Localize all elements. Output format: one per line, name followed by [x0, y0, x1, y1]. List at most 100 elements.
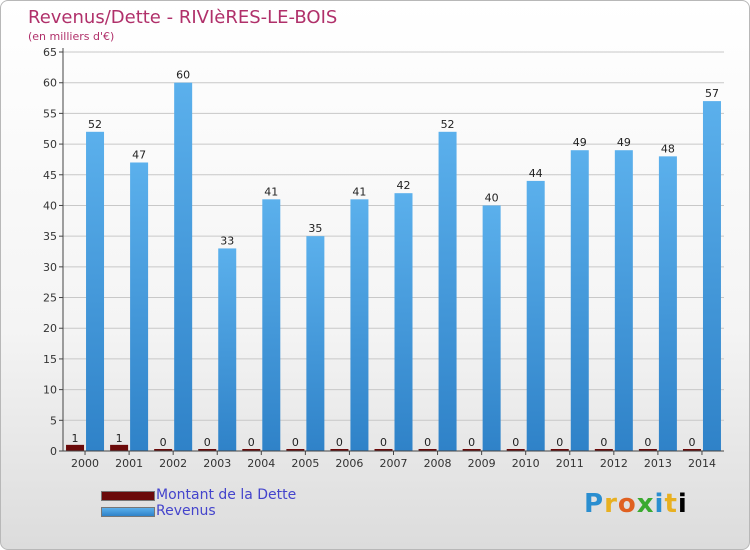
y-tick-label: 55 — [43, 107, 57, 120]
chart-title: Revenus/Dette - RIVIèRES-LE-BOIS — [28, 7, 338, 28]
data-label-debt-2004: 0 — [248, 436, 255, 449]
x-tick-label-2014: 2014 — [688, 457, 716, 470]
x-tick-label-2006: 2006 — [335, 457, 363, 470]
bar-revenue-2007 — [394, 193, 413, 451]
data-label-debt-2006: 0 — [336, 436, 343, 449]
x-tick-label-2004: 2004 — [247, 457, 275, 470]
data-label-revenue-2007: 42 — [397, 179, 411, 192]
bar-revenue-2013 — [658, 156, 677, 451]
bar-revenue-2010 — [526, 180, 545, 451]
bar-revenue-2003 — [218, 248, 237, 451]
gridlines — [63, 51, 724, 421]
y-axis-ticks: 0 5 10 15 20 25 30 35 40 45 50 55 60 65 — [43, 46, 63, 458]
bar-debt-2011 — [550, 449, 569, 451]
data-label-revenue-2014: 57 — [705, 87, 719, 100]
x-tick-label-2003: 2003 — [203, 457, 231, 470]
data-label-revenue-2003: 33 — [220, 234, 234, 247]
y-tick-label: 15 — [43, 353, 57, 366]
legend-label-debt: Montant de la Dette — [156, 487, 297, 503]
legend-swatch-debt — [101, 491, 155, 501]
bar-revenue-2012 — [614, 150, 633, 451]
data-label-revenue-2001: 47 — [132, 148, 146, 161]
bar-revenue-2014 — [702, 101, 721, 451]
data-label-debt-2000: 1 — [72, 432, 79, 445]
x-tick-label-2007: 2007 — [380, 457, 408, 470]
data-label-debt-2002: 0 — [160, 436, 167, 449]
bar-debt-2013 — [638, 449, 657, 451]
y-tick-label: 25 — [43, 292, 57, 305]
y-tick-label: 5 — [50, 414, 57, 427]
data-label-debt-2009: 0 — [468, 436, 475, 449]
bar-revenue-2009 — [482, 205, 501, 451]
bar-debt-2006 — [330, 449, 349, 451]
bar-revenue-2000 — [86, 131, 105, 452]
data-label-revenue-2009: 40 — [485, 191, 499, 204]
y-tick-label: 0 — [50, 445, 57, 458]
x-tick-label-2005: 2005 — [291, 457, 319, 470]
x-tick-label-2002: 2002 — [159, 457, 187, 470]
x-tick-label-2009: 2009 — [468, 457, 496, 470]
bar-debt-2008 — [418, 449, 437, 451]
x-tick-label-2000: 2000 — [71, 457, 99, 470]
y-tick-label: 20 — [43, 322, 57, 335]
bar-revenue-2004 — [262, 199, 281, 451]
bar-revenue-2011 — [570, 150, 589, 451]
data-label-revenue-2010: 44 — [529, 167, 543, 180]
bar-debt-2005 — [286, 449, 305, 451]
bar-revenue-2002 — [174, 82, 193, 451]
y-tick-label: 45 — [43, 169, 57, 182]
bar-debt-2009 — [462, 449, 481, 451]
data-label-revenue-2002: 60 — [176, 69, 190, 82]
y-tick-label: 40 — [43, 199, 57, 212]
x-tick-label-2012: 2012 — [600, 457, 628, 470]
legend-label-revenue: Revenus — [156, 503, 216, 519]
bar-debt-2000 — [66, 444, 85, 451]
legend-swatch-revenue — [101, 507, 155, 517]
data-label-revenue-2000: 52 — [88, 118, 102, 131]
data-label-debt-2010: 0 — [512, 436, 519, 449]
data-label-revenue-2004: 41 — [264, 185, 278, 198]
bar-revenue-2006 — [350, 199, 369, 451]
proxiti-logo: Proxiti — [584, 489, 688, 519]
y-tick-label: 10 — [43, 384, 57, 397]
x-tick-label-2001: 2001 — [115, 457, 143, 470]
chart-subtitle: (en milliers d'€) — [28, 30, 115, 43]
data-label-debt-2013: 0 — [644, 436, 651, 449]
bar-debt-2002 — [154, 449, 173, 451]
y-tick-label: 35 — [43, 230, 57, 243]
data-label-revenue-2013: 48 — [661, 142, 675, 155]
data-label-debt-2008: 0 — [424, 436, 431, 449]
data-label-revenue-2006: 41 — [352, 185, 366, 198]
data-label-debt-2003: 0 — [204, 436, 211, 449]
data-label-revenue-2011: 49 — [573, 136, 587, 149]
data-label-debt-2011: 0 — [556, 436, 563, 449]
x-tick-label-2011: 2011 — [556, 457, 584, 470]
bar-debt-2004 — [242, 449, 261, 451]
bars: 1 52 1 47 0 60 0 33 0 41 0 35 0 41 0 42 0 52 0 40 0 44 0 49 0 49 0… — [66, 69, 721, 452]
x-axis-ticks: 2000 2001 2002 2003 2004 2005 2006 2007 2008 2009… — [71, 451, 716, 470]
x-tick-label-2013: 2013 — [644, 457, 672, 470]
y-tick-label: 50 — [43, 138, 57, 151]
data-label-debt-2005: 0 — [292, 436, 299, 449]
bar-debt-2012 — [594, 449, 613, 451]
bar-revenue-2008 — [438, 131, 457, 452]
bar-revenue-2005 — [306, 236, 325, 451]
x-tick-label-2008: 2008 — [424, 457, 452, 470]
x-tick-label-2010: 2010 — [512, 457, 540, 470]
data-label-debt-2014: 0 — [688, 436, 695, 449]
data-label-revenue-2008: 52 — [441, 118, 455, 131]
bar-debt-2014 — [682, 449, 701, 451]
bar-debt-2003 — [198, 449, 217, 451]
data-label-debt-2001: 1 — [116, 432, 123, 445]
y-tick-label: 30 — [43, 261, 57, 274]
data-label-revenue-2012: 49 — [617, 136, 631, 149]
y-tick-label: 65 — [43, 46, 57, 59]
data-label-debt-2012: 0 — [600, 436, 607, 449]
bar-revenue-2001 — [130, 162, 149, 451]
y-tick-label: 60 — [43, 77, 57, 90]
bar-debt-2007 — [374, 449, 393, 451]
data-label-revenue-2005: 35 — [308, 222, 322, 235]
data-label-debt-2007: 0 — [380, 436, 387, 449]
